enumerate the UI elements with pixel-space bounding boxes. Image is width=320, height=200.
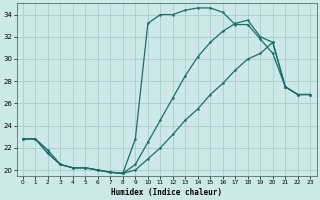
X-axis label: Humidex (Indice chaleur): Humidex (Indice chaleur) [111,188,222,197]
